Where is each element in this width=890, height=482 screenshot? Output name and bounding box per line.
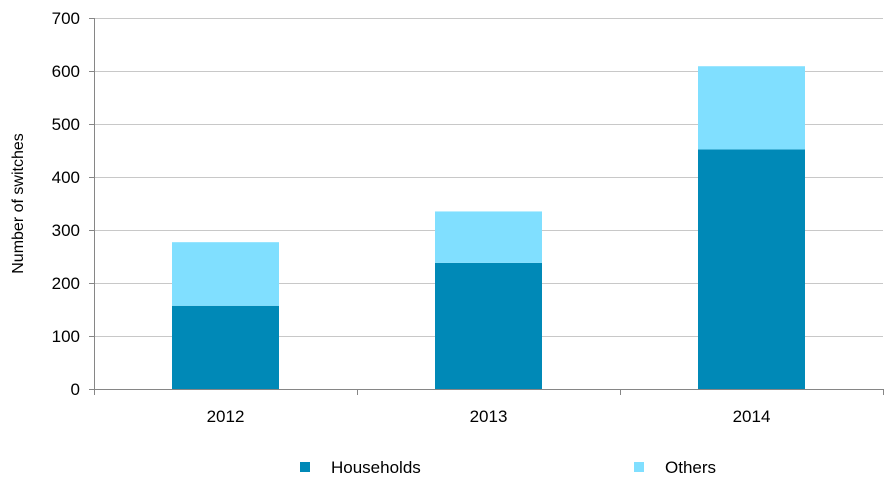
bar-households-2013	[435, 262, 542, 389]
bar-others-2012	[172, 242, 279, 306]
bar-others-2014	[698, 66, 805, 150]
x-tick-label: 2013	[470, 407, 508, 426]
legend: Households Others	[300, 458, 716, 477]
y-axis-title: Number of switches	[10, 133, 27, 274]
axes	[89, 18, 884, 395]
legend-swatch-households	[300, 462, 310, 472]
x-tick-labels: 2012 2013 2014	[207, 407, 771, 426]
y-tick-label: 100	[52, 327, 80, 346]
bar-others-2013	[435, 211, 542, 263]
y-tick-label: 700	[52, 9, 80, 28]
bar-households-2014	[698, 149, 805, 389]
y-tick-label: 200	[52, 274, 80, 293]
x-tick-label: 2014	[733, 407, 771, 426]
legend-label-others: Others	[665, 458, 716, 477]
y-tick-label: 300	[52, 221, 80, 240]
legend-swatch-others	[634, 462, 644, 472]
x-tick-label: 2012	[207, 407, 245, 426]
y-tick-label: 0	[71, 380, 80, 399]
y-tick-label: 400	[52, 168, 80, 187]
bar-households-2012	[172, 305, 279, 389]
bars	[172, 66, 805, 389]
y-tick-label: 600	[52, 62, 80, 81]
legend-label-households: Households	[331, 458, 421, 477]
y-tick-labels: 0 100 200 300 400 500 600 700	[52, 9, 80, 399]
y-tick-label: 500	[52, 115, 80, 134]
